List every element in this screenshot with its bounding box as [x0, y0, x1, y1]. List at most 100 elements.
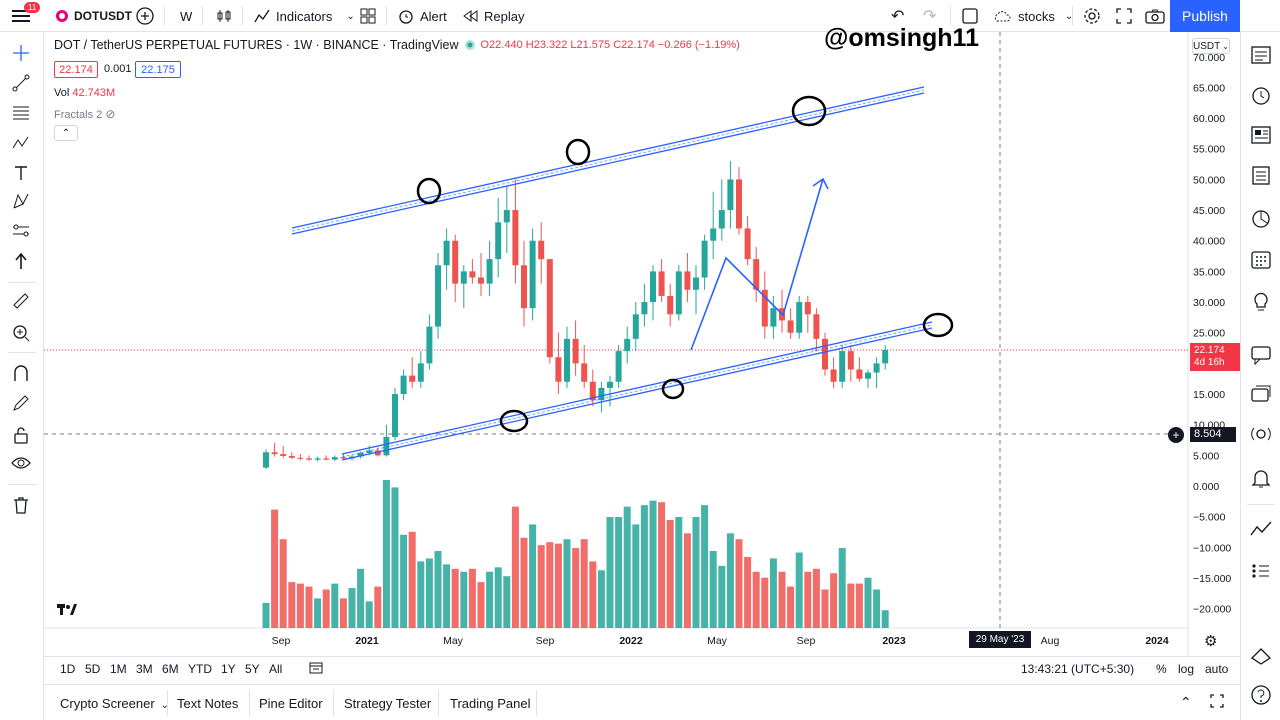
more-dots-icon[interactable]: [1250, 560, 1272, 582]
pattern-tool[interactable]: [10, 132, 32, 154]
layout-button[interactable]: stocks ⌄: [992, 0, 1073, 32]
sell-button[interactable]: 22.174: [54, 61, 98, 78]
candle-body: [452, 240, 459, 284]
streams-icon[interactable]: [1250, 424, 1272, 446]
volume-bar: [391, 487, 399, 628]
crosshair-tool[interactable]: [10, 42, 32, 64]
hidden-eye-icon[interactable]: ⊘: [105, 107, 116, 121]
maximize-panel-button[interactable]: [1210, 694, 1224, 713]
zoom-tool[interactable]: [10, 322, 32, 344]
volume-legend[interactable]: Vol 42.743M: [54, 87, 115, 99]
interval-button[interactable]: W: [180, 0, 192, 32]
tab-text-notes[interactable]: Text Notes: [177, 696, 239, 711]
hotlist-icon[interactable]: [1250, 208, 1272, 230]
arrow-tool[interactable]: [10, 250, 32, 272]
marker-circle: [499, 409, 529, 433]
channel-midline: [341, 324, 933, 458]
collapse-panel-button[interactable]: ⌃: [1180, 694, 1192, 711]
chart-settings-button[interactable]: ⚙: [1204, 632, 1217, 650]
auto-scale-toggle[interactable]: auto: [1205, 662, 1229, 676]
snapshot-button[interactable]: [1145, 0, 1165, 32]
tab-strategy-tester[interactable]: Strategy Tester: [344, 696, 432, 711]
messages-icon[interactable]: [1250, 384, 1272, 406]
volume-bar: [554, 543, 562, 628]
fib-tool[interactable]: [10, 102, 32, 124]
publish-button[interactable]: Publish: [1170, 0, 1240, 32]
volume-bar: [374, 586, 382, 628]
prediction-tool[interactable]: [10, 220, 32, 242]
news-icon[interactable]: [1250, 124, 1272, 146]
chats-icon[interactable]: [1250, 344, 1272, 366]
trendline-tool[interactable]: [10, 72, 32, 94]
notifications-bell-icon[interactable]: [1250, 468, 1272, 490]
fullscreen-layout-button[interactable]: [962, 0, 978, 32]
range-button-1y[interactable]: 1Y: [221, 662, 236, 676]
lock-tool[interactable]: [10, 424, 32, 446]
last-price-label: 22.174 4d 16h: [1190, 343, 1240, 371]
collapse-legend-button[interactable]: ⌃: [54, 125, 78, 141]
alerts-clock-icon[interactable]: [1250, 84, 1272, 106]
calendar-icon[interactable]: [1250, 248, 1272, 270]
buy-button[interactable]: 22.175: [135, 61, 181, 78]
range-button-all[interactable]: All: [269, 662, 283, 676]
calendar-range-icon: [309, 662, 323, 674]
stay-in-drawing-tool[interactable]: [10, 392, 32, 414]
range-button-3m[interactable]: 3M: [136, 662, 153, 676]
magnet-tool[interactable]: [10, 362, 32, 384]
fractals-legend[interactable]: Fractals 2 ⊘: [54, 107, 115, 121]
range-button-1m[interactable]: 1M: [110, 662, 127, 676]
percent-scale-toggle[interactable]: %: [1156, 662, 1167, 676]
xabcd-tool[interactable]: [10, 190, 32, 212]
replay-button[interactable]: Replay: [462, 0, 524, 32]
range-button-6m[interactable]: 6M: [162, 662, 179, 676]
crosshair-add-button[interactable]: +: [1168, 427, 1184, 443]
support-icon[interactable]: [1250, 644, 1272, 666]
tab-trading-panel[interactable]: Trading Panel: [450, 696, 531, 711]
tradingview-logo[interactable]: [56, 602, 78, 618]
volume-bar: [683, 533, 691, 628]
visibility-tool[interactable]: [10, 452, 32, 474]
candle-body: [650, 271, 656, 303]
ruler-tool[interactable]: [10, 290, 32, 312]
candle-body: [340, 457, 347, 459]
redo-button[interactable]: ↷: [923, 0, 936, 32]
templates-button[interactable]: [360, 0, 376, 32]
range-button-5d[interactable]: 5D: [85, 662, 101, 676]
tab-crypto-screener[interactable]: Crypto Screener ⌄: [60, 696, 169, 711]
clock-display[interactable]: 13:43:21 (UTC+5:30): [1021, 662, 1135, 676]
compare-button[interactable]: [136, 0, 154, 32]
indicators-button[interactable]: Indicators ⌄: [254, 0, 355, 32]
range-button-ytd[interactable]: YTD: [188, 662, 212, 676]
volume-bar: [718, 565, 726, 628]
currency-selector[interactable]: USDT ⌄: [1192, 38, 1230, 54]
range-button-5y[interactable]: 5Y: [245, 662, 260, 676]
ideas-lightbulb-icon[interactable]: [1250, 290, 1272, 312]
menu-button[interactable]: [12, 0, 30, 32]
undo-button[interactable]: ↶: [891, 0, 904, 32]
chevron-down-icon: ⌄: [346, 10, 355, 22]
data-window-icon[interactable]: [1250, 164, 1272, 186]
date-range-button[interactable]: [308, 660, 324, 681]
volume-bar: [494, 567, 502, 628]
volume-bar: [606, 517, 614, 628]
candle-body: [865, 372, 871, 379]
range-button-1d[interactable]: 1D: [60, 662, 76, 676]
symbol-search[interactable]: DOTUSDT: [56, 0, 132, 32]
settings-button[interactable]: [1083, 0, 1101, 32]
pine-scripts-icon[interactable]: [1250, 520, 1272, 542]
text-tool[interactable]: [10, 162, 32, 184]
help-question-icon[interactable]: [1250, 684, 1272, 706]
range-toolbar: [44, 656, 1240, 682]
alert-button[interactable]: Alert: [398, 0, 447, 32]
series-title[interactable]: DOT / TetherUS PERPETUAL FUTURES · 1W · …: [54, 38, 459, 52]
volume-bar: [735, 539, 743, 628]
log-scale-toggle[interactable]: log: [1178, 662, 1195, 676]
chart-type-button[interactable]: [216, 0, 232, 32]
volume-bar: [348, 588, 356, 628]
fullscreen-button[interactable]: [1116, 0, 1132, 32]
tab-pine-editor[interactable]: Pine Editor: [259, 696, 323, 711]
watchlist-icon[interactable]: [1250, 44, 1272, 66]
remove-drawings-tool[interactable]: [10, 494, 32, 516]
price-tick-label: 30.000: [1193, 297, 1225, 309]
